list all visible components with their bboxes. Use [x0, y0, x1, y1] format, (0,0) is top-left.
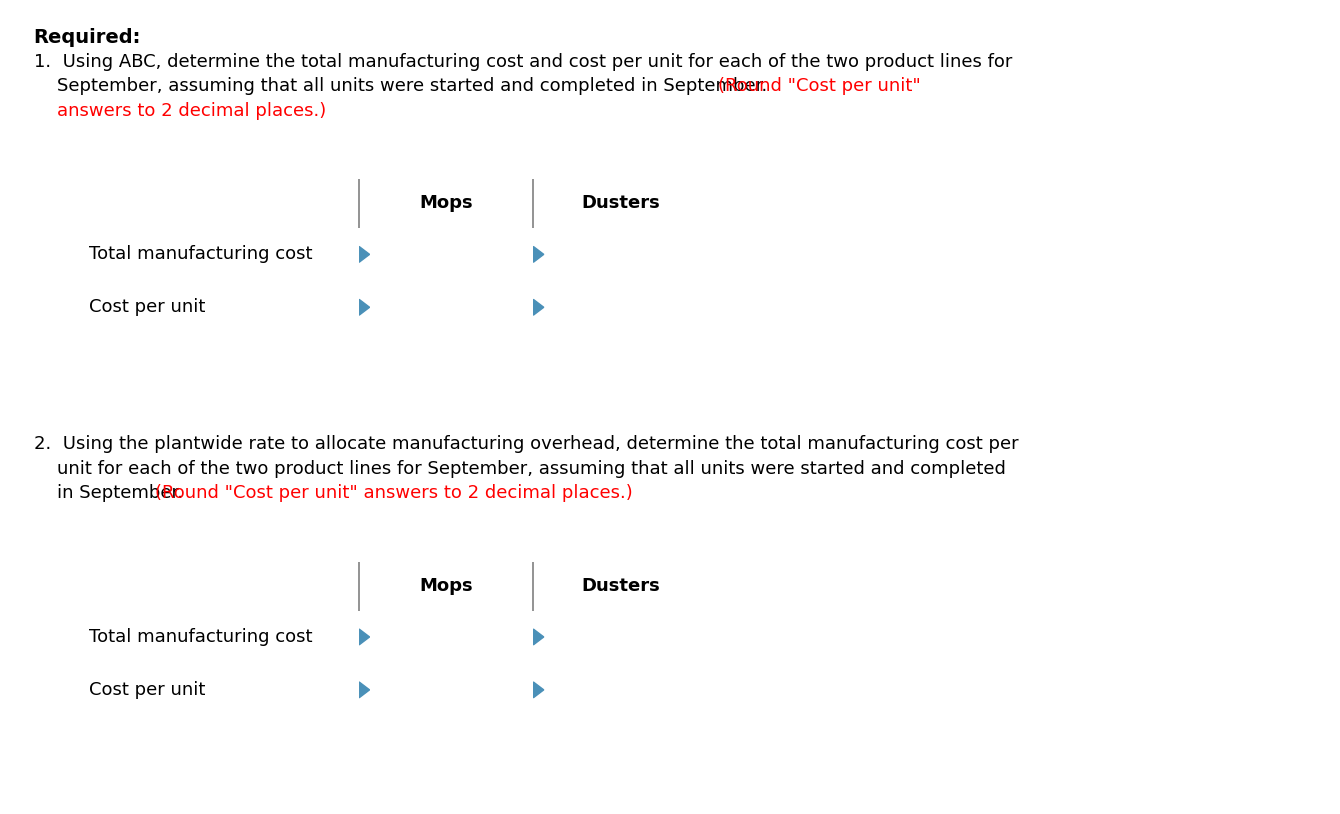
Text: (Round "Cost per unit": (Round "Cost per unit"	[718, 77, 921, 95]
Text: in September.: in September.	[34, 484, 189, 502]
Text: (Round "Cost per unit" answers to 2 decimal places.): (Round "Cost per unit" answers to 2 deci…	[155, 484, 634, 502]
Polygon shape	[359, 629, 370, 645]
Text: answers to 2 decimal places.): answers to 2 decimal places.)	[34, 102, 326, 120]
Text: Dusters: Dusters	[582, 577, 659, 595]
Polygon shape	[359, 300, 370, 315]
Polygon shape	[533, 247, 544, 262]
Text: unit for each of the two product lines for September, assuming that all units we: unit for each of the two product lines f…	[34, 460, 1005, 478]
Text: Dusters: Dusters	[582, 195, 659, 212]
Polygon shape	[359, 682, 370, 698]
Text: September, assuming that all units were started and completed in September.: September, assuming that all units were …	[34, 77, 772, 95]
Text: 2.  Using the plantwide rate to allocate manufacturing overhead, determine the t: 2. Using the plantwide rate to allocate …	[34, 435, 1018, 453]
Text: Mops: Mops	[419, 577, 473, 595]
Polygon shape	[533, 300, 544, 315]
Polygon shape	[533, 682, 544, 698]
Text: Total manufacturing cost: Total manufacturing cost	[88, 245, 312, 264]
Text: 1.  Using ABC, determine the total manufacturing cost and cost per unit for each: 1. Using ABC, determine the total manufa…	[34, 53, 1012, 71]
Text: Cost per unit: Cost per unit	[88, 298, 205, 317]
Text: Mops: Mops	[419, 195, 473, 212]
Text: Total manufacturing cost: Total manufacturing cost	[88, 628, 312, 646]
Polygon shape	[533, 629, 544, 645]
Text: Required:: Required:	[34, 28, 141, 47]
Polygon shape	[359, 247, 370, 262]
Text: Cost per unit: Cost per unit	[88, 681, 205, 699]
